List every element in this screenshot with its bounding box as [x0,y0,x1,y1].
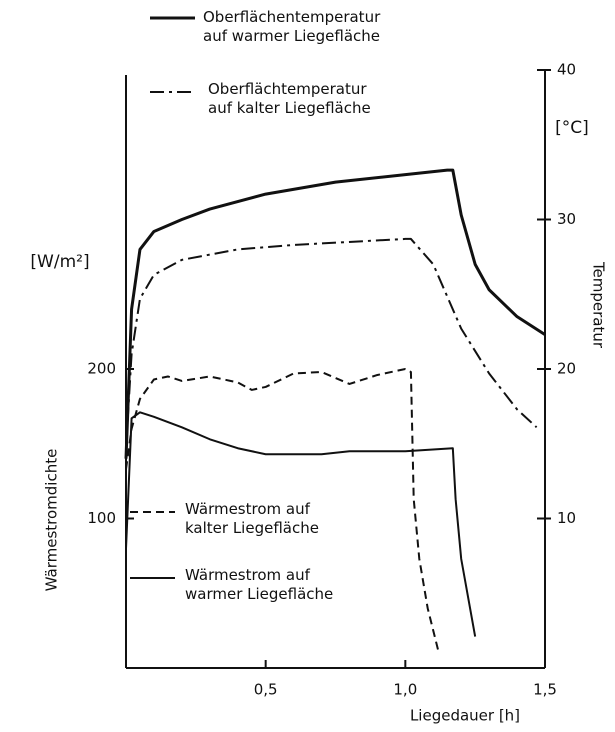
y2-tick-label: 10 [557,509,576,527]
y-axis-label: Wärmestromdichte [43,449,61,592]
legend-label: Oberflächtemperatur auf kalter Liegefläc… [205,80,374,118]
y2-tick-label: 30 [557,210,576,228]
y-tick-label: 200 [87,360,116,378]
y2-tick-label: 40 [557,61,576,79]
x-tick-label: 1,5 [533,681,557,699]
y2-axis-unit: [°C] [555,118,589,138]
legend-label: Wärmestrom auf warmer Liegefläche [182,566,337,604]
series-line [125,237,538,449]
legend-label: Wärmestrom auf kalter Liegefläche [182,500,322,538]
series-line [124,168,546,459]
x-axis-label: Liegedauer [h] [410,707,520,725]
x-tick-label: 1,0 [393,681,417,699]
series-line [125,411,477,637]
x-tick-label: 0,5 [254,681,278,699]
y2-axis-label: Temperatur [590,261,608,349]
y-axis-unit: [W/m²] [30,252,89,272]
y2-tick-label: 20 [557,360,576,378]
legend-label: Oberflächentemperatur auf warmer Liegefl… [200,8,384,46]
series-line [125,368,440,654]
y-tick-label: 100 [87,509,116,527]
